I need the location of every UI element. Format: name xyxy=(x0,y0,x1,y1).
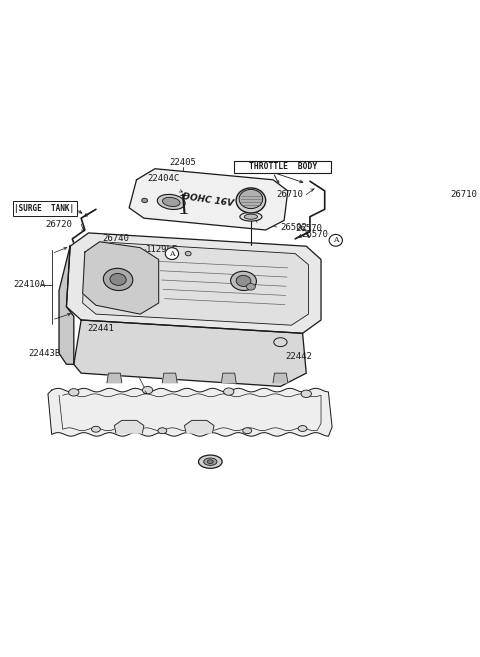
Ellipse shape xyxy=(244,214,258,219)
Ellipse shape xyxy=(329,235,342,246)
Text: THROTTLE  BODY: THROTTLE BODY xyxy=(249,162,317,171)
Polygon shape xyxy=(66,233,321,333)
Text: DOHC 16V: DOHC 16V xyxy=(182,192,234,208)
Ellipse shape xyxy=(274,338,287,347)
Text: 26570: 26570 xyxy=(295,224,322,233)
Text: 1129LF: 1129LF xyxy=(146,244,179,254)
Polygon shape xyxy=(59,246,74,364)
Ellipse shape xyxy=(236,275,251,286)
Polygon shape xyxy=(184,420,214,433)
FancyBboxPatch shape xyxy=(12,201,77,216)
Text: 22442: 22442 xyxy=(285,352,312,361)
Ellipse shape xyxy=(158,428,167,434)
Ellipse shape xyxy=(243,428,252,434)
Polygon shape xyxy=(114,420,144,433)
Ellipse shape xyxy=(143,386,153,394)
Ellipse shape xyxy=(240,212,262,221)
Polygon shape xyxy=(107,373,122,383)
Polygon shape xyxy=(74,320,306,386)
Ellipse shape xyxy=(298,426,307,432)
Text: |SURGE  TANK|: |SURGE TANK| xyxy=(14,204,74,213)
Ellipse shape xyxy=(110,273,126,285)
Ellipse shape xyxy=(92,426,100,432)
Polygon shape xyxy=(83,242,159,314)
Polygon shape xyxy=(83,242,309,325)
Text: 26710: 26710 xyxy=(277,190,304,199)
Ellipse shape xyxy=(204,458,217,465)
Polygon shape xyxy=(162,373,177,383)
FancyBboxPatch shape xyxy=(234,160,331,173)
Text: 26740: 26740 xyxy=(102,235,129,243)
Ellipse shape xyxy=(230,271,256,290)
Ellipse shape xyxy=(162,197,180,206)
Text: 26502: 26502 xyxy=(280,223,307,231)
Text: 22441: 22441 xyxy=(87,325,114,333)
Text: 26570: 26570 xyxy=(301,230,328,239)
Polygon shape xyxy=(129,169,288,230)
Polygon shape xyxy=(273,373,288,383)
Polygon shape xyxy=(48,388,332,436)
Text: 22410A: 22410A xyxy=(13,280,46,289)
Ellipse shape xyxy=(301,390,312,397)
Ellipse shape xyxy=(103,268,133,290)
Text: 22443B: 22443B xyxy=(28,349,60,357)
Ellipse shape xyxy=(207,460,213,464)
Text: A: A xyxy=(333,237,338,244)
Ellipse shape xyxy=(239,189,263,208)
Text: 26720: 26720 xyxy=(46,219,72,229)
Ellipse shape xyxy=(165,248,179,260)
Ellipse shape xyxy=(236,188,265,213)
Ellipse shape xyxy=(247,283,255,290)
Ellipse shape xyxy=(157,194,185,210)
Ellipse shape xyxy=(185,252,191,256)
Ellipse shape xyxy=(199,455,222,468)
Polygon shape xyxy=(221,373,236,383)
Text: 26710: 26710 xyxy=(450,190,477,199)
Text: A: A xyxy=(169,250,175,258)
Ellipse shape xyxy=(224,388,234,396)
Ellipse shape xyxy=(142,198,147,202)
Text: 22404C: 22404C xyxy=(147,174,180,183)
Ellipse shape xyxy=(69,389,79,396)
Text: 22405: 22405 xyxy=(169,158,196,166)
